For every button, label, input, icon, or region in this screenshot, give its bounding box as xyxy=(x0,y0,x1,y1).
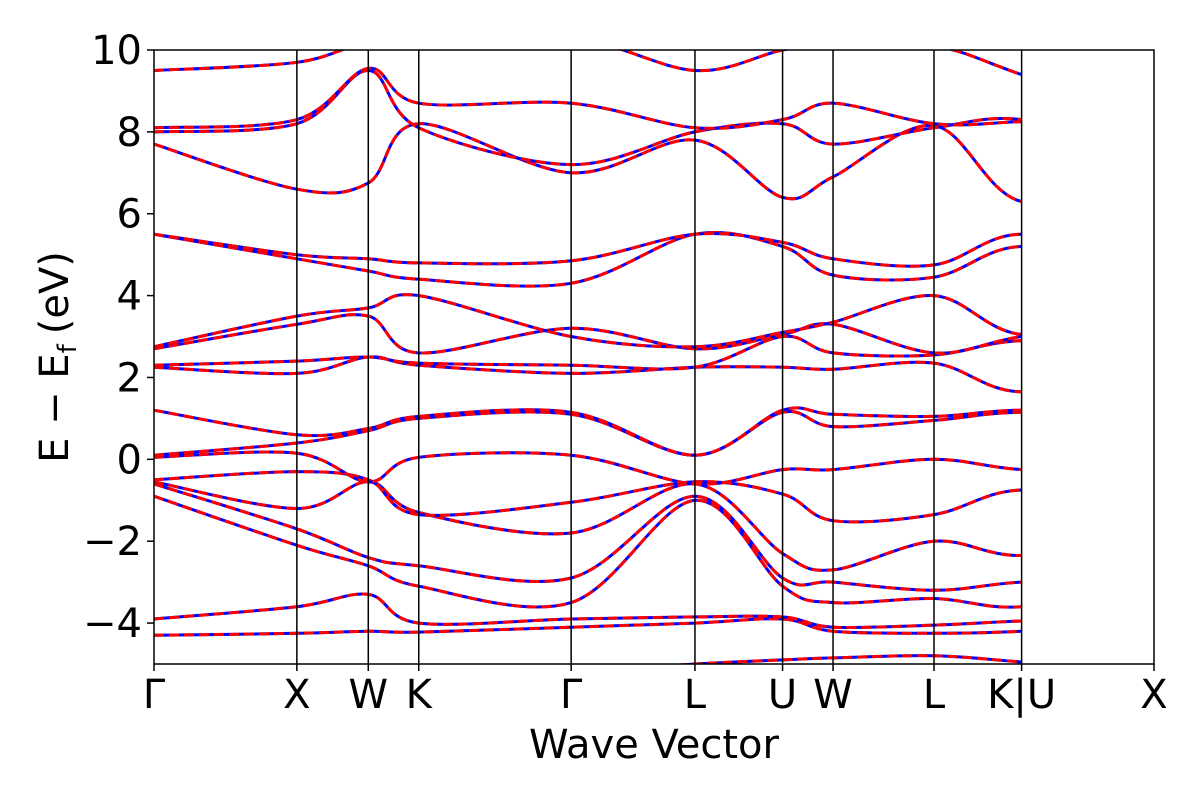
band-9-red xyxy=(154,406,1022,457)
x-tick-label: K|U xyxy=(987,672,1056,718)
band-10-red xyxy=(154,355,1022,394)
band-3-red xyxy=(154,494,1022,609)
y-tick-label: 10 xyxy=(91,28,142,74)
band-12-red xyxy=(154,313,1022,355)
band-4-red xyxy=(154,482,1022,592)
band-7-red xyxy=(154,450,1022,486)
band-1-red xyxy=(154,617,1022,637)
band-17-red xyxy=(154,68,1022,167)
band-16-red xyxy=(154,122,1023,203)
x-tick-label: L xyxy=(923,672,946,718)
y-tick-label: 8 xyxy=(117,110,142,156)
high-symmetry-lines xyxy=(296,50,1023,664)
band-15-red xyxy=(154,231,1022,268)
band-13-red xyxy=(154,293,1022,349)
band-6-red xyxy=(154,470,1022,524)
band-0-red xyxy=(670,654,1022,664)
y-tick-label: −4 xyxy=(83,601,142,647)
y-axis-label-subscript: f xyxy=(53,343,83,353)
y-axis-label: E − Ef (eV) xyxy=(32,251,83,463)
y-axis-label-unit: (eV) xyxy=(32,251,78,334)
band-14-red xyxy=(154,230,1022,288)
band-19-blue xyxy=(154,50,1023,77)
band-2-red xyxy=(154,592,1022,630)
y-tick-label: 6 xyxy=(117,192,142,238)
y-tick-label: 4 xyxy=(117,274,142,320)
band-5-red xyxy=(154,480,1022,572)
y-tick-label: 2 xyxy=(117,355,142,401)
plot-background xyxy=(154,50,1154,664)
x-tick-label: U xyxy=(768,672,797,718)
x-axis-label: Wave Vector xyxy=(529,722,780,768)
x-tick-label: Γ xyxy=(143,672,166,718)
x-tick-label: L xyxy=(684,672,707,718)
x-tick-label: X xyxy=(283,672,310,718)
x-axis-ticks: Γ X W K Γ L U W L K|U X xyxy=(143,664,1168,718)
bands-layer xyxy=(154,50,1023,664)
band-11-red xyxy=(154,334,1022,371)
band-18-red xyxy=(154,66,1022,130)
x-tick-label: X xyxy=(1140,672,1167,718)
y-tick-label: 0 xyxy=(117,437,142,483)
plot-frame xyxy=(153,49,1155,665)
x-tick-label: W xyxy=(813,672,853,718)
x-tick-label: W xyxy=(349,672,389,718)
y-axis-ticks: −4 −2 0 2 4 6 8 10 xyxy=(83,28,154,647)
x-tick-label: Γ xyxy=(560,672,583,718)
y-tick-label: −2 xyxy=(83,519,142,565)
y-axis-label-main: E − E xyxy=(32,353,78,463)
x-tick-label: K xyxy=(406,672,434,718)
